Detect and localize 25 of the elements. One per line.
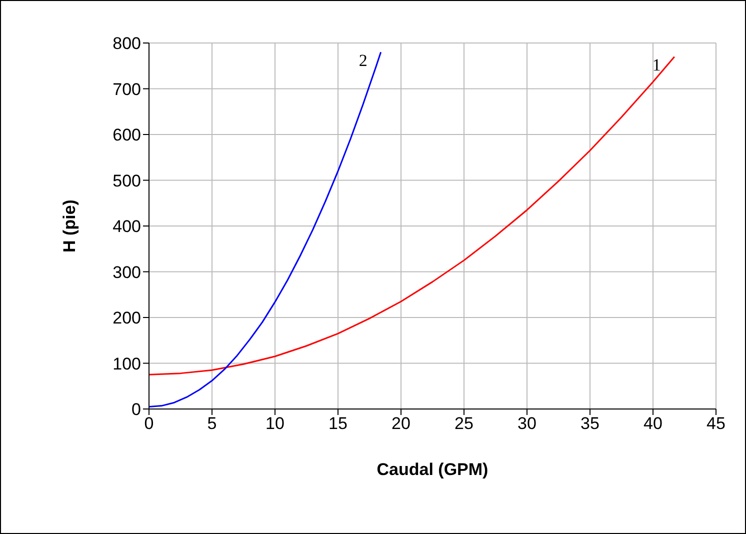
y-tick-label: 600 — [112, 126, 141, 145]
line-series — [149, 56, 676, 376]
y-tick-label: 0 — [132, 400, 141, 420]
y-axis-title: H (pie) — [60, 200, 80, 252]
x-tick-label: 45 — [706, 414, 726, 434]
x-tick-label: 15 — [328, 414, 348, 434]
y-tick-label: 200 — [112, 308, 141, 328]
x-tick-label: 30 — [518, 414, 536, 434]
x-tick-label: 35 — [580, 414, 600, 434]
x-tick-label: 10 — [266, 414, 284, 434]
y-tick-label: 300 — [112, 262, 141, 282]
y-tick-label: 500 — [112, 171, 141, 190]
y-tick-label: 400 — [112, 217, 141, 236]
x-tick-label: 0 — [144, 414, 154, 434]
series-label: 1 — [652, 56, 661, 75]
x-tick-label: 25 — [454, 414, 474, 434]
y-tick-label: 700 — [112, 80, 141, 99]
x-tick-label: 5 — [207, 414, 217, 434]
y-tick-label: 800 — [112, 34, 141, 54]
x-tick-label: 40 — [644, 414, 662, 434]
series-label: 2 — [358, 51, 368, 70]
line-series — [149, 51, 382, 408]
y-tick-label: 100 — [112, 354, 141, 374]
x-tick-label: 20 — [392, 414, 410, 434]
x-axis-title: Caudal (GPM) — [376, 460, 488, 479]
